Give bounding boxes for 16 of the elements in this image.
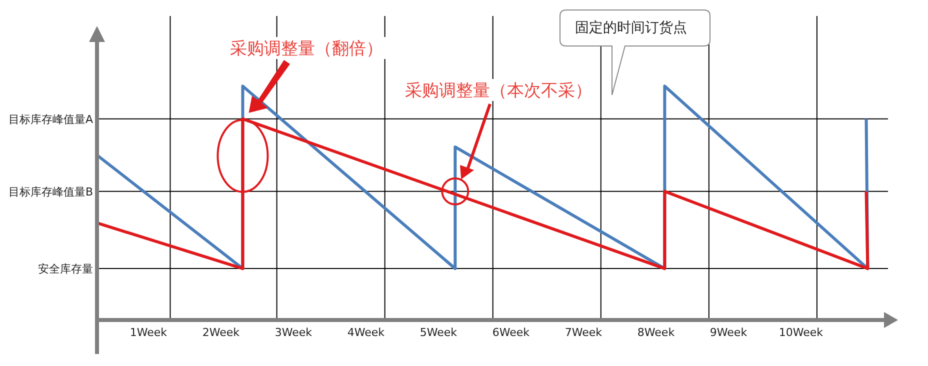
x-tick-label: 9Week [710, 326, 748, 339]
text: 采购调整量（翻倍） [230, 39, 383, 59]
x-tick-label: 8Week [637, 326, 676, 339]
ref-line-label: 目标库存峰值量A [8, 112, 94, 126]
x-tick-label: 3Week [274, 326, 313, 339]
x-tick-label: 4Week [347, 326, 386, 339]
x-tick-label: 7Week [564, 326, 603, 339]
x-tick-label: 2Week [202, 326, 240, 339]
ref-line-label: 安全库存量 [38, 262, 93, 276]
ref-line-label: 目标库存峰值量B [8, 185, 93, 198]
x-tick-label: 10Week [778, 326, 824, 339]
text: 固定的时间订货点 [575, 20, 687, 36]
x-tick-label: 6Week [492, 326, 530, 339]
x-tick-label: 1Week [130, 326, 168, 339]
annotation: 采购调整量（本次不采） [405, 81, 592, 101]
x-tick-label: 5Week [420, 326, 458, 339]
